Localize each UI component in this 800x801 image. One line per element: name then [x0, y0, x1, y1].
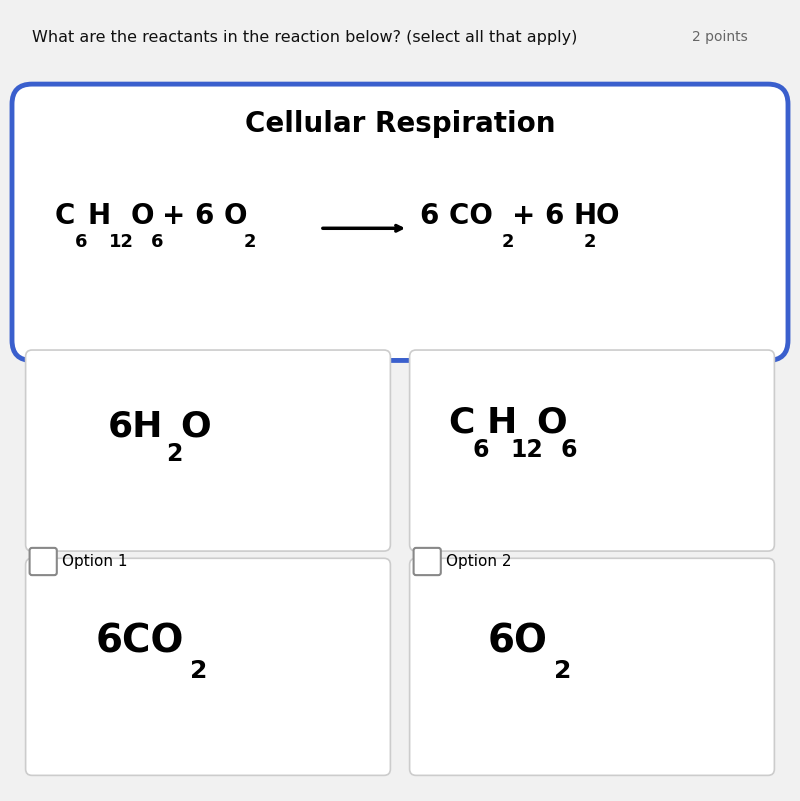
Text: Cellular Respiration: Cellular Respiration: [245, 111, 555, 138]
Text: 6CO: 6CO: [96, 623, 185, 661]
FancyBboxPatch shape: [26, 350, 390, 551]
Text: Option 2: Option 2: [446, 554, 512, 569]
Text: Option 1: Option 1: [62, 554, 128, 569]
Text: O: O: [130, 203, 154, 230]
FancyBboxPatch shape: [414, 548, 441, 575]
Text: O: O: [596, 203, 619, 230]
Text: H: H: [486, 405, 517, 440]
Text: 12: 12: [510, 437, 543, 461]
Text: 2: 2: [554, 659, 571, 683]
Text: 12: 12: [109, 233, 134, 251]
Text: 6: 6: [150, 233, 163, 251]
FancyBboxPatch shape: [26, 558, 390, 775]
Text: 2: 2: [584, 233, 597, 251]
Text: 6: 6: [75, 233, 88, 251]
Text: 6H: 6H: [108, 409, 163, 444]
FancyBboxPatch shape: [30, 548, 57, 575]
Text: 6 CO: 6 CO: [420, 203, 493, 230]
Text: 6O: 6O: [488, 623, 548, 661]
Text: 2: 2: [502, 233, 514, 251]
Text: C: C: [448, 405, 474, 440]
FancyBboxPatch shape: [410, 558, 774, 775]
Text: 6: 6: [472, 437, 489, 461]
Text: What are the reactants in the reaction below? (select all that apply): What are the reactants in the reaction b…: [32, 30, 578, 46]
Text: C: C: [54, 203, 74, 230]
Text: 2: 2: [190, 659, 208, 683]
Text: 2: 2: [243, 233, 256, 251]
Text: O: O: [180, 409, 210, 444]
Text: 2: 2: [166, 441, 182, 465]
Text: H: H: [88, 203, 111, 230]
Text: 6: 6: [560, 437, 577, 461]
Text: 2 points: 2 points: [692, 30, 748, 44]
FancyBboxPatch shape: [410, 350, 774, 551]
Text: O: O: [536, 405, 566, 440]
Text: + 6 H: + 6 H: [512, 203, 597, 230]
Text: + 6 O: + 6 O: [162, 203, 248, 230]
FancyBboxPatch shape: [12, 84, 788, 360]
